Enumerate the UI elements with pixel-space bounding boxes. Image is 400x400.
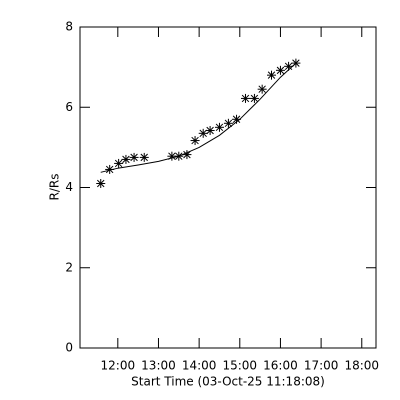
asterisk-stroke <box>276 66 285 75</box>
x-tick-label: 14:00 <box>182 359 217 373</box>
asterisk-stroke <box>206 126 214 135</box>
data-point <box>167 151 177 161</box>
data-point <box>121 154 131 164</box>
asterisk-stroke <box>215 123 224 132</box>
data-point <box>249 93 259 103</box>
data-point <box>232 114 242 124</box>
asterisk-stroke <box>241 94 250 103</box>
asterisk-stroke <box>175 152 183 160</box>
data-point <box>198 128 208 138</box>
data-point <box>284 61 294 71</box>
asterisk-stroke <box>168 152 176 160</box>
y-tick-label: 6 <box>65 100 73 114</box>
asterisk-stroke <box>224 119 233 128</box>
data-point <box>96 178 106 188</box>
data-point <box>267 70 277 80</box>
y-tick-label: 8 <box>65 20 73 34</box>
plot-frame <box>79 26 377 349</box>
asterisk-stroke <box>292 59 300 67</box>
x-tick-label: 17:00 <box>304 359 339 373</box>
x-tick-label: 16:00 <box>263 359 298 373</box>
data-point <box>105 164 115 174</box>
asterisk-stroke <box>97 179 105 188</box>
x-tick-label: 12:00 <box>101 359 136 373</box>
y-axis-label: R/Rs <box>48 174 62 201</box>
data-point <box>214 122 224 132</box>
data-point <box>174 151 184 161</box>
data-point <box>275 65 285 75</box>
asterisk-stroke <box>258 85 266 93</box>
asterisk-stroke <box>114 159 123 168</box>
x-tick-label: 13:00 <box>141 359 176 373</box>
data-point <box>182 150 192 160</box>
asterisk-stroke <box>232 115 241 124</box>
asterisk-stroke <box>105 165 114 174</box>
x-axis-label: Start Time (03-Oct-25 11:18:08) <box>131 375 325 389</box>
asterisk-stroke <box>183 150 191 159</box>
data-point <box>139 152 149 162</box>
data-point <box>205 126 215 136</box>
data-point <box>291 58 301 68</box>
x-tick-label: 18:00 <box>344 359 379 373</box>
asterisk-stroke <box>199 129 207 138</box>
data-point <box>240 93 250 103</box>
asterisk-stroke <box>122 155 130 164</box>
asterisk-stroke <box>284 62 293 71</box>
data-point <box>223 118 233 128</box>
asterisk-stroke <box>191 136 199 145</box>
data-point <box>114 158 124 168</box>
asterisk-stroke <box>140 153 148 162</box>
y-tick-label: 0 <box>65 341 73 355</box>
y-tick-label: 2 <box>65 260 73 274</box>
asterisk-stroke <box>267 71 276 79</box>
asterisk-stroke <box>250 94 259 103</box>
data-point <box>257 84 267 94</box>
x-tick-label: 15:00 <box>222 359 257 373</box>
data-point <box>129 152 139 162</box>
fit-line <box>100 62 297 173</box>
y-tick-label: 4 <box>65 180 73 194</box>
asterisk-stroke <box>130 153 138 162</box>
data-point <box>190 136 200 146</box>
